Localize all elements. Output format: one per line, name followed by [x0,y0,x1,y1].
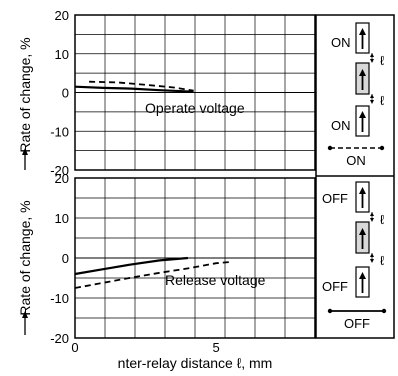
bottom-chart-grid [75,178,315,338]
bottom-y-axis-label: Rate of change, % [17,200,33,315]
top-y-tick-label: 20 [55,8,69,23]
x-tick-label: 5 [213,340,220,355]
bottom-y-tick-label: 20 [55,171,69,186]
top-y-tick-label: -10 [50,124,69,139]
svg-text:Rate of change, %: Rate of change, % [17,37,33,152]
legend-off-diagram: OFF ℓ ℓ OFF [322,181,387,331]
bottom-y-tick-label: 10 [55,211,69,226]
top-chart-series [74,80,194,93]
bottom-series-solid [74,256,188,276]
legend-on-label-2: ON [331,118,351,133]
x-tick-label: 0 [71,340,78,355]
bottom-y-tick-label: -10 [50,291,69,306]
top-y-axis-arrow [22,148,28,170]
arrow-up-icon [359,111,366,132]
bottom-y-axis-arrow [22,311,28,335]
x-axis-label: nter-relay distance ℓ, mm [118,355,273,371]
arrow-up-icon [359,69,366,90]
svg-text:Rate of change, %: Rate of change, % [17,200,33,315]
bottom-y-tick-label: 0 [62,251,69,266]
arrow-up-icon [359,272,366,293]
top-series-dashed [89,80,194,92]
arrow-up-icon [359,187,366,208]
legend-panel: ON ℓ ℓ ON [315,14,395,339]
arrow-up-icon [359,228,366,249]
top-series-solid [74,85,194,93]
gap-label-4: ℓ [380,253,385,268]
legend-off-line-label: OFF [344,316,370,331]
gap-dimension-icon [370,94,374,104]
top-y-tick-label: 10 [55,47,69,62]
legend-off-line-endpoint [327,308,333,314]
gap-dimension-icon [370,253,374,263]
bottom-series-dashed [74,261,231,289]
top-y-tick-label: 0 [62,86,69,101]
legend-off-label-1: OFF [322,191,348,206]
top-y-tick-label: -20 [50,163,69,178]
top-y-axis-label: Rate of change, % [17,37,33,152]
legend-on-line-endpoint [327,145,333,151]
legend-on-diagram: ON ℓ ℓ ON [327,22,385,168]
bottom-y-tick-label: -20 [50,331,69,346]
gap-dimension-icon [370,53,374,63]
gap-dimension-icon [370,212,374,222]
top-chart-panel: 20 10 0 -10 -20 Operate voltage [50,8,316,178]
top-chart-y-ticks: 20 10 0 -10 -20 [50,8,69,178]
gap-label-1: ℓ [380,53,385,68]
legend-off-line-endpoint [381,308,387,314]
top-chart-grid [75,15,315,170]
arrow-up-icon [359,28,366,49]
bottom-chart-y-ticks: 20 10 0 -10 -20 [50,171,69,346]
legend-on-line-endpoint [379,145,385,151]
legend-on-label-1: ON [331,35,351,50]
gap-label-2: ℓ [380,93,385,108]
gap-label-3: ℓ [380,212,385,227]
top-chart-annotation: Operate voltage [145,100,245,116]
legend-off-label-2: OFF [322,279,348,294]
bottom-chart-annotation: Release voltage [165,272,266,288]
legend-on-line-label: ON [346,153,366,168]
bottom-chart-series [74,256,231,289]
